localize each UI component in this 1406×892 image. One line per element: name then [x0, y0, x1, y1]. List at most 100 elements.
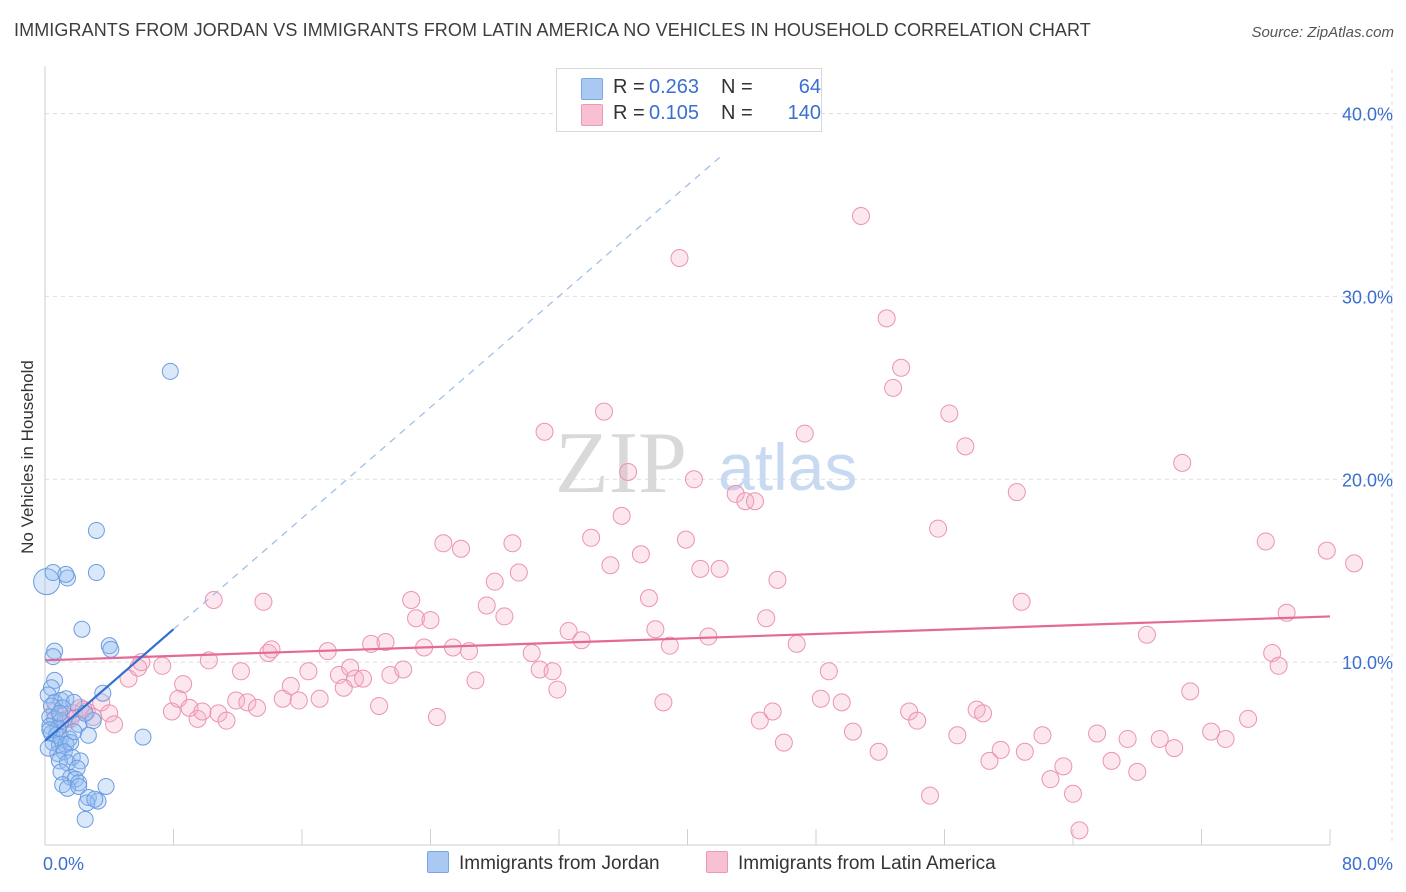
latin-america-point	[819, 662, 838, 681]
latin-america-point	[407, 609, 426, 628]
latin-america-point	[1015, 742, 1034, 761]
legend-n-label: N =	[721, 102, 753, 124]
jordan-trend-extension	[173, 157, 721, 630]
latin-america-point	[248, 698, 267, 717]
jordan-point	[39, 739, 57, 757]
jordan-point	[44, 648, 62, 666]
latin-america-point	[238, 693, 257, 712]
latin-america-point	[1202, 722, 1221, 741]
bottom-legend-jordan: Immigrants from Jordan	[427, 851, 660, 875]
latin-america-point	[354, 669, 373, 688]
latin-america-point	[153, 656, 172, 675]
latin-america-point	[745, 492, 764, 511]
latin-america-point	[851, 206, 870, 225]
latin-america-point	[1102, 751, 1121, 770]
jordan-point	[57, 565, 75, 583]
jordan-point	[52, 763, 70, 781]
latin-america-point	[273, 689, 292, 708]
latin-america-point	[774, 733, 793, 752]
latin-america-point	[980, 751, 999, 770]
legend-r-value: 0.263	[649, 76, 700, 98]
latin-america-point	[619, 462, 638, 481]
legend-n-value: 140	[787, 102, 821, 124]
grid-lines	[45, 69, 1393, 845]
axes	[44, 66, 1331, 846]
source-label: Source: ZipAtlas.com	[1251, 24, 1394, 41]
bottom-legend-swatch-jordan	[427, 851, 449, 873]
latin-america-point	[660, 636, 679, 655]
bottom-legend-label: Immigrants from Jordan	[459, 853, 660, 874]
latin-america-point	[199, 651, 218, 670]
latin-america-point	[477, 596, 496, 615]
x-tick-label: 0.0%	[43, 854, 84, 874]
latin-america-point	[548, 680, 567, 699]
latin-america-point	[262, 640, 281, 659]
legend-r-label: R =	[613, 102, 645, 124]
latin-america-point	[217, 711, 236, 730]
latin-america-point	[543, 662, 562, 681]
latin-america-point	[757, 609, 776, 628]
jordan-point	[86, 790, 104, 808]
latin-america-point	[100, 704, 119, 723]
jordan-point	[76, 810, 94, 828]
latin-america-point	[1088, 724, 1107, 743]
legend-n-label: N =	[721, 76, 753, 98]
latin-america-point	[1137, 625, 1156, 644]
y-tick-label: 20.0%	[1342, 470, 1393, 490]
latin-america-point	[763, 702, 782, 721]
latin-america-point	[646, 620, 665, 639]
jordan-point	[87, 521, 105, 539]
chart-title: IMMIGRANTS FROM JORDAN VS IMMIGRANTS FRO…	[14, 20, 1091, 40]
latin-america-trend-line	[44, 615, 1331, 662]
latin-america-point	[726, 484, 745, 503]
latin-america-point	[1012, 592, 1031, 611]
latin-america-point	[376, 633, 395, 652]
legend-r-value: 0.105	[649, 102, 700, 124]
latin-america-point	[1118, 729, 1137, 748]
latin-america-point	[948, 726, 967, 745]
latin-america-point	[559, 622, 578, 641]
latin-america-point	[193, 702, 212, 721]
latin-america-point	[940, 404, 959, 423]
latin-america-point	[370, 697, 389, 716]
latin-america-point	[684, 470, 703, 489]
latin-america-point	[1173, 453, 1192, 472]
jordan-trend-line	[44, 628, 175, 742]
latin-america-point	[1054, 757, 1073, 776]
jordan-point	[79, 726, 97, 744]
latin-america-point	[639, 589, 658, 608]
jordan-point	[94, 684, 112, 702]
latin-america-point	[884, 378, 903, 397]
latin-america-point	[832, 693, 851, 712]
latin-america-point	[1064, 784, 1082, 803]
latin-america-point	[1041, 770, 1060, 789]
latin-america-point	[1317, 541, 1336, 560]
latin-america-point	[908, 711, 927, 730]
latin-america-point	[676, 530, 695, 549]
jordan-points	[33, 362, 179, 828]
latin-america-point	[289, 691, 308, 710]
y-tick-label: 30.0%	[1342, 287, 1393, 307]
jordan-point	[58, 754, 76, 772]
latin-america-point	[1128, 762, 1147, 781]
latin-america-point	[227, 691, 246, 710]
latin-america-point	[929, 519, 948, 538]
jordan-point	[87, 564, 105, 582]
jordan-point	[63, 748, 81, 766]
latin-america-point	[421, 611, 440, 630]
latin-america-point	[402, 590, 421, 609]
latin-america-point	[310, 689, 329, 708]
latin-america-point	[1150, 729, 1169, 748]
latin-america-point	[509, 563, 528, 582]
jordan-point	[134, 728, 152, 746]
latin-america-point	[281, 676, 300, 695]
latin-america-point	[869, 742, 888, 761]
latin-america-point	[1181, 682, 1200, 701]
bottom-legend-latin-america: Immigrants from Latin America	[706, 851, 996, 875]
latin-america-point	[1256, 532, 1275, 551]
watermark: ZIP atlas	[555, 415, 857, 512]
latin-america-point	[974, 704, 993, 723]
latin-america-point	[582, 528, 601, 547]
jordan-point	[57, 690, 75, 708]
